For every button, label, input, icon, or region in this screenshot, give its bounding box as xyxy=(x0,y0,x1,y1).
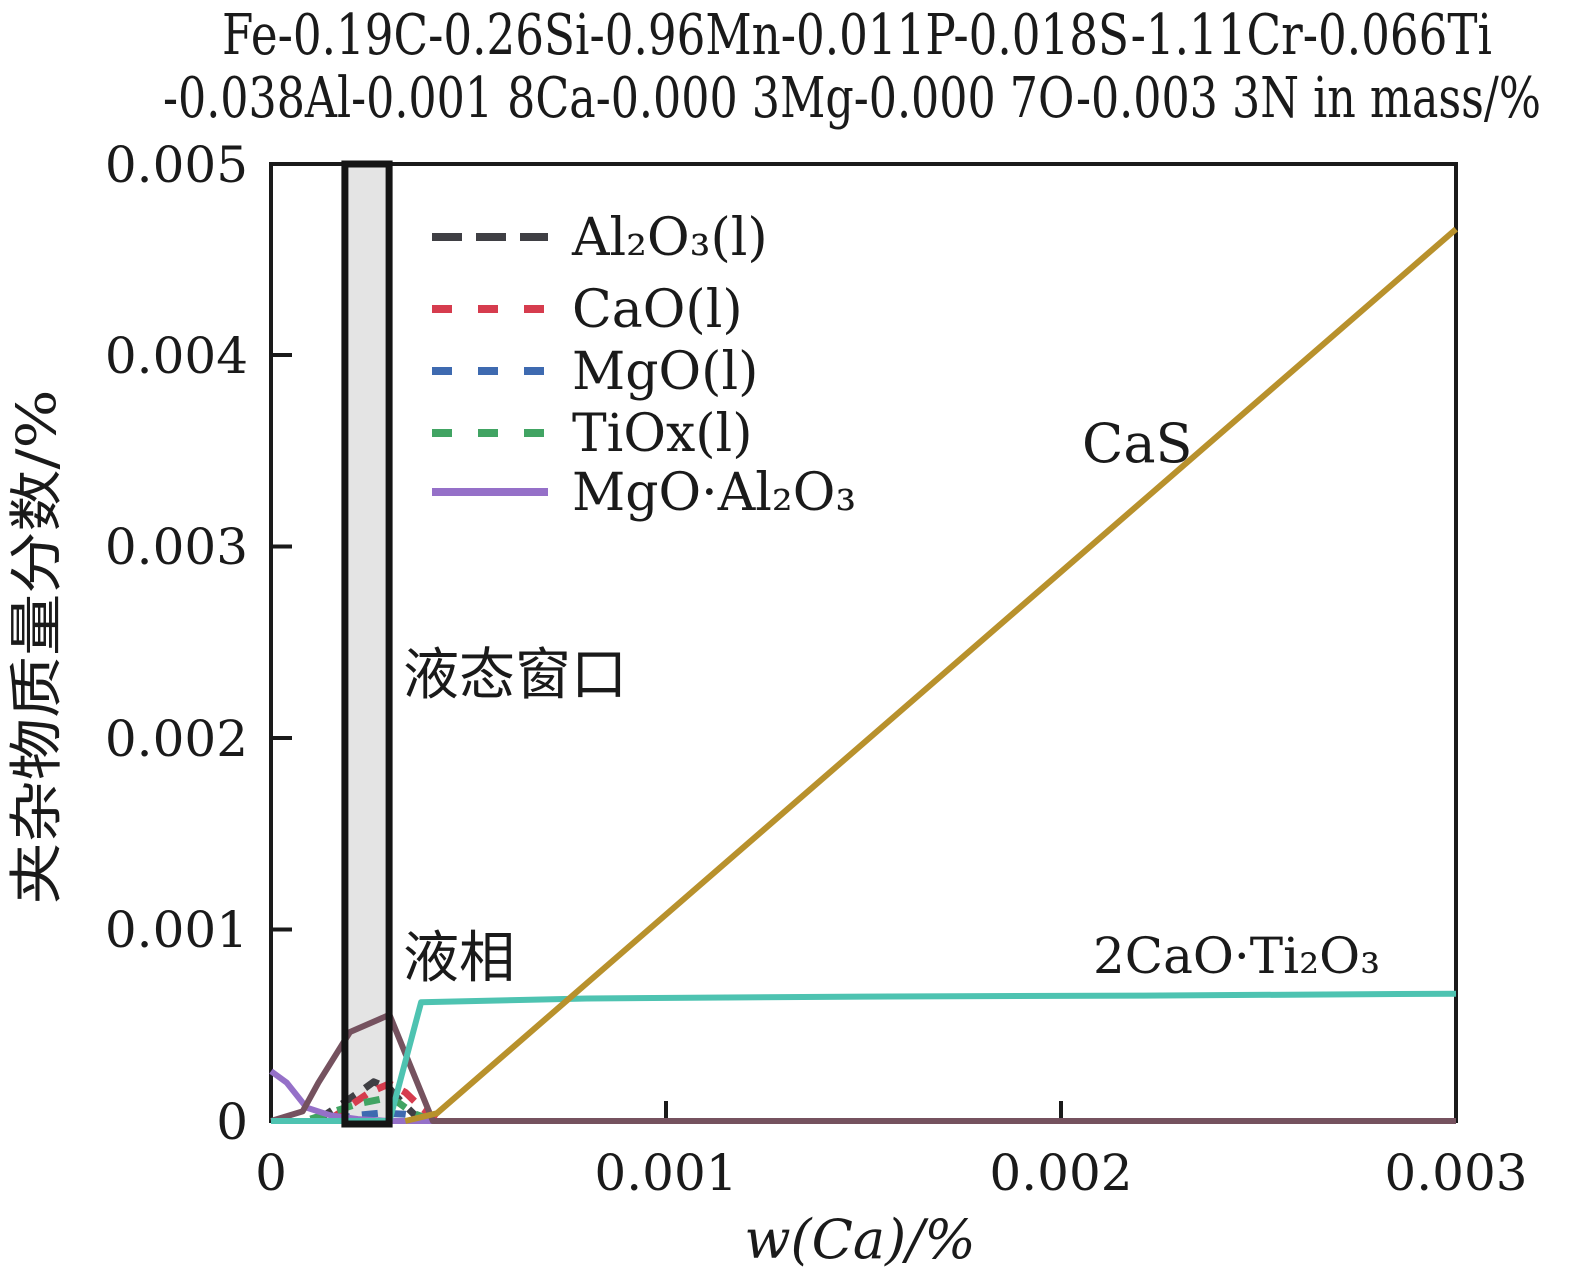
y-tick-0.005: 0.005 xyxy=(105,136,248,194)
y-axis-title: 夹杂物质量分数/% xyxy=(5,390,68,905)
legend-label-al2o3: Al₂O₃(l) xyxy=(571,208,768,268)
y-tick-0.003: 0.003 xyxy=(105,518,248,576)
y-tick-0: 0 xyxy=(216,1093,248,1151)
legend-row-mgoal2o3: MgO·Al₂O₃ xyxy=(432,463,856,523)
x-tick-0.001: 0.001 xyxy=(594,1144,737,1202)
annotation-liquid-window: 液态窗口 xyxy=(403,643,627,708)
y-tick-labels: 0.005 0.004 0.003 0.002 0.001 0 xyxy=(105,136,248,1151)
y-tick-0.001: 0.001 xyxy=(105,901,248,959)
legend: Al₂O₃(l) CaO(l) MgO(l) TiOx(l) MgO·Al₂O₃ xyxy=(432,208,856,523)
annotation-liquid-phase: 液相 xyxy=(403,926,515,991)
legend-row-cao: CaO(l) xyxy=(432,280,743,340)
x-tick-0.002: 0.002 xyxy=(989,1144,1132,1202)
legend-label-mgo: MgO(l) xyxy=(572,342,758,402)
chart-title-line1: Fe-0.19C-0.26Si-0.96Mn-0.011P-0.018S-1.1… xyxy=(222,3,1492,68)
curve-liquid-phase- xyxy=(270,1011,1456,1124)
legend-label-tiox: TiOx(l) xyxy=(572,404,752,464)
legend-label-cao: CaO(l) xyxy=(572,280,743,340)
x-tick-labels: 0 0.001 0.002 0.003 xyxy=(255,1144,1527,1202)
chart-title-line2: -0.038Al-0.001 8Ca-0.000 3Mg-0.000 7O-0.… xyxy=(163,66,1541,131)
y-tick-0.002: 0.002 xyxy=(105,710,248,768)
curve-cas xyxy=(404,226,1458,1124)
legend-row-al2o3: Al₂O₃(l) xyxy=(432,208,768,268)
liquid-window-border xyxy=(341,160,393,1128)
x-tick-0.003: 0.003 xyxy=(1384,1144,1527,1202)
x-ticks xyxy=(664,1101,1063,1119)
liquid-window-band xyxy=(344,164,390,1124)
annotation-cas: CaS xyxy=(1082,412,1193,475)
annotation-2cao-ti2o3: 2CaO·Ti₂O₃ xyxy=(1093,927,1380,985)
legend-row-tiox: TiOx(l) xyxy=(432,404,752,464)
y-tick-0.004: 0.004 xyxy=(105,327,248,385)
legend-row-mgo: MgO(l) xyxy=(432,342,758,402)
y-ticks xyxy=(273,353,292,932)
x-axis-title: w(Ca)/% xyxy=(744,1208,975,1271)
legend-label-mgoal2o3: MgO·Al₂O₃ xyxy=(572,463,856,523)
x-tick-0: 0 xyxy=(255,1144,287,1202)
